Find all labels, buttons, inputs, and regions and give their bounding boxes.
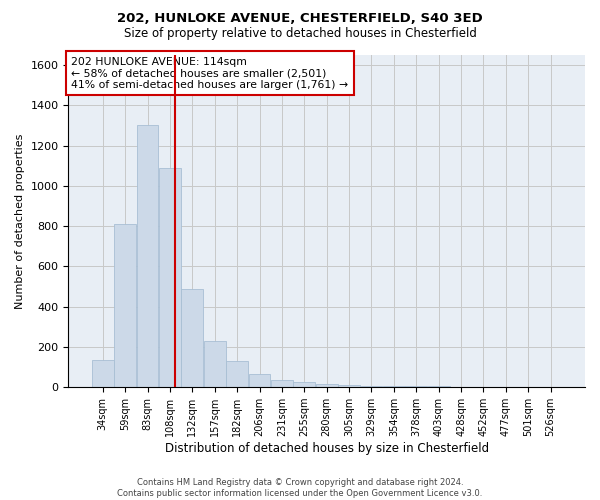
Bar <box>92 360 113 387</box>
Bar <box>406 386 427 387</box>
Bar <box>428 386 449 387</box>
Bar <box>159 168 181 387</box>
Bar <box>226 361 248 387</box>
Bar <box>473 386 494 387</box>
Y-axis label: Number of detached properties: Number of detached properties <box>15 134 25 309</box>
Bar <box>450 386 472 387</box>
Bar <box>271 380 293 387</box>
Text: 202 HUNLOKE AVENUE: 114sqm
← 58% of detached houses are smaller (2,501)
41% of s: 202 HUNLOKE AVENUE: 114sqm ← 58% of deta… <box>71 56 348 90</box>
Bar <box>137 126 158 387</box>
Bar <box>181 288 203 387</box>
Text: Contains HM Land Registry data © Crown copyright and database right 2024.
Contai: Contains HM Land Registry data © Crown c… <box>118 478 482 498</box>
X-axis label: Distribution of detached houses by size in Chesterfield: Distribution of detached houses by size … <box>164 442 489 455</box>
Bar <box>338 385 360 387</box>
Text: Size of property relative to detached houses in Chesterfield: Size of property relative to detached ho… <box>124 28 476 40</box>
Bar <box>361 386 382 387</box>
Bar <box>293 382 315 387</box>
Bar <box>383 386 405 387</box>
Bar <box>248 374 271 387</box>
Bar <box>316 384 338 387</box>
Bar <box>204 341 226 387</box>
Bar <box>114 224 136 387</box>
Text: 202, HUNLOKE AVENUE, CHESTERFIELD, S40 3ED: 202, HUNLOKE AVENUE, CHESTERFIELD, S40 3… <box>117 12 483 26</box>
